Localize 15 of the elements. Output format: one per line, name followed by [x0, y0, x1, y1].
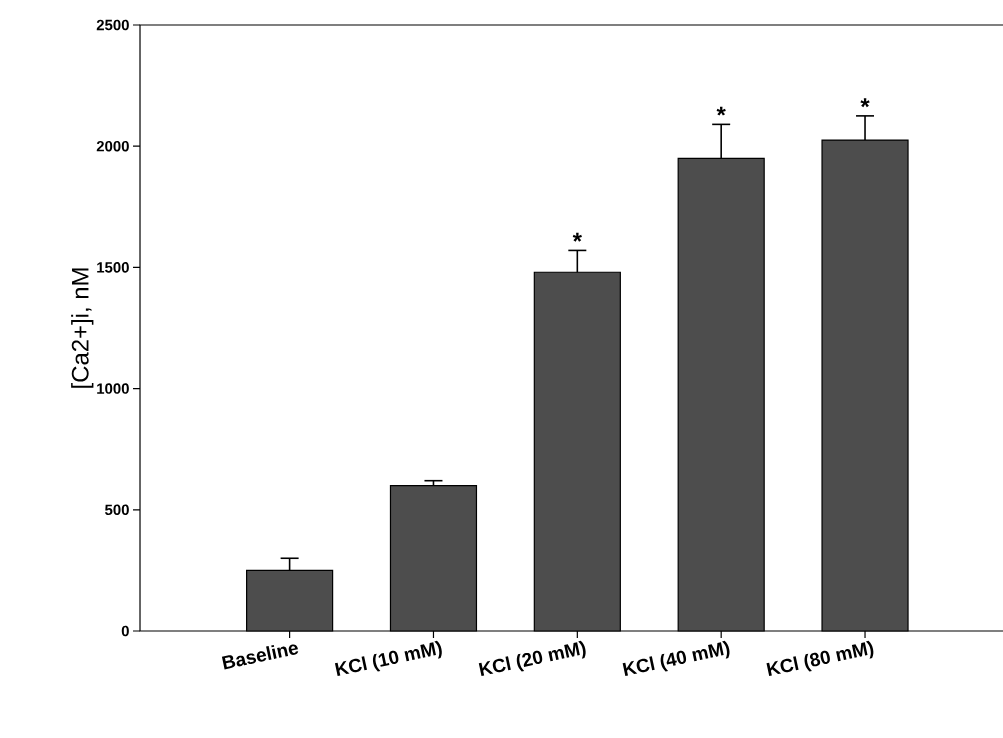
x-tick-label: KCl (20 mM) [478, 640, 586, 676]
y-tick-label: 2500 [96, 19, 129, 31]
y-tick-label: 0 [121, 625, 129, 637]
y-tick-label: 2000 [96, 140, 129, 152]
annotation: * [716, 106, 726, 116]
x-tick-label: KCl (80 mM) [766, 640, 874, 676]
annotation: * [860, 98, 870, 108]
x-tick-label: KCl (40 mM) [622, 640, 730, 676]
x-tick-label: Baseline [221, 644, 299, 670]
y-tick-label: 500 [105, 504, 129, 516]
y-tick-label: 1500 [97, 262, 129, 273]
x-tick-label: KCl (10 mM) [334, 640, 442, 676]
annotation: * [572, 232, 582, 242]
y-tick-label: 1000 [97, 383, 129, 394]
y-axis-title: [Ca2+]i, nM [71, 268, 94, 388]
